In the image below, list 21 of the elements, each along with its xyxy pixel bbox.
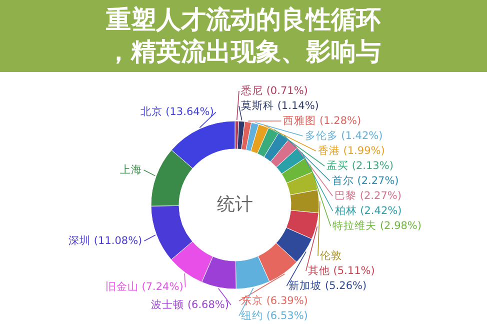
slice-label: 新加坡 (5.26%) — [288, 279, 367, 292]
slice-label: 香港 (1.99%) — [318, 144, 385, 157]
slice-label: 纽约 (6.53%) — [241, 310, 308, 322]
slice-label: 北京 (13.64%) — [140, 105, 214, 118]
slice-label: 首尔 (2.27%) — [332, 175, 399, 187]
slice-label: 西雅图 (1.28%) — [283, 115, 362, 127]
slice-label: 孟买 (2.13%) — [326, 160, 394, 172]
slice-label: 其他 (5.11%) — [308, 264, 375, 277]
slice-label: 柏林 (2.42%) — [334, 204, 402, 217]
slice-label: 悉尼 (0.71%) — [240, 84, 308, 97]
slice-label: 深圳 (11.08%) — [68, 234, 142, 247]
slice-label: 上海 — [120, 162, 142, 176]
chart-title: 重塑人才流动的良性循环，精英流出现象、影响与 — [105, 5, 381, 66]
slice-label: 莫斯科 (1.14%) — [241, 99, 319, 112]
slice-label: 旧金山 (7.24%) — [105, 280, 184, 294]
slice-label: 多伦多 (1.42%) — [304, 130, 383, 142]
text: 统计 — [217, 194, 253, 215]
slice-label: 巴黎 (2.27%) — [334, 190, 402, 202]
slice-label: 特拉维夫 (2.98%) — [332, 219, 422, 232]
slice-label: 伦敦 — [320, 249, 342, 262]
slice-label: 波士顿 (6.68%) — [151, 298, 229, 312]
